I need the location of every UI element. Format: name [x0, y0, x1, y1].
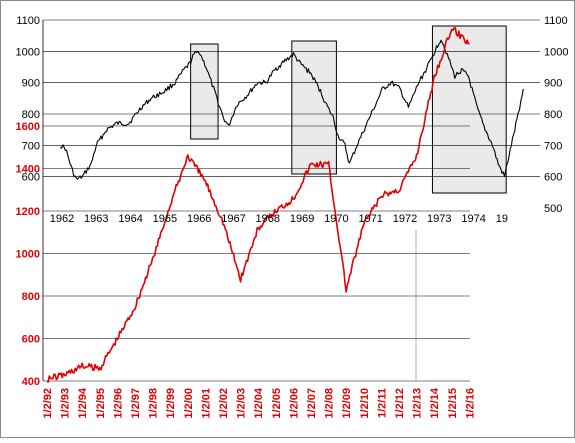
date-label: 1/2/94 [77, 387, 89, 418]
year-label: 1973 [427, 213, 451, 225]
date-label: 1/2/98 [148, 388, 160, 419]
lower-left-tick-label: 1000 [16, 249, 40, 261]
date-label: 1/2/15 [447, 388, 459, 419]
year-label: 19 [496, 213, 508, 225]
gridlines [42, 19, 540, 382]
year-label: 1969 [290, 213, 314, 225]
year-label: 1974 [461, 213, 485, 225]
date-label: 1/2/08 [324, 388, 336, 419]
upper-left-tick-label: 1100 [16, 15, 40, 27]
lower-series-group [46, 27, 470, 383]
lower-left-tick-label: 600 [22, 334, 40, 346]
upper-left-tick-label: 700 [22, 140, 40, 152]
date-label: 1/2/01 [200, 388, 212, 419]
year-label: 1962 [50, 213, 74, 225]
highlight-box [431, 25, 507, 194]
year-label: 1963 [84, 213, 108, 225]
upper-right-tick-label: 800 [544, 109, 562, 121]
upper-left-tick-label: 1000 [16, 46, 40, 58]
lower-left-tick-label: 400 [22, 376, 40, 388]
date-label: 1/2/11 [376, 388, 388, 418]
date-label: 1/2/12 [394, 388, 406, 419]
year-label: 1970 [324, 213, 348, 225]
highlight-box [190, 43, 219, 140]
lower-left-tick-label: 1400 [16, 164, 40, 176]
upper-right-tick-label: 1100 [544, 15, 568, 27]
date-label: 1/2/04 [253, 387, 265, 418]
date-label: 1/2/92 [42, 388, 54, 419]
date-label: 1/2/10 [359, 388, 371, 419]
upper-left-tick-label: 800 [22, 109, 40, 121]
upper-right-tick-label: 1000 [544, 46, 568, 58]
year-labels: 1962 1963 1964 1965 1966 1967 1968 1969 1970 1971… [50, 213, 508, 225]
year-label: 1966 [187, 213, 211, 225]
year-label: 1968 [256, 213, 280, 225]
date-label: 1/2/05 [271, 388, 283, 419]
date-label: 1/2/16 [464, 388, 476, 419]
upper-right-axis-ticks: 1100 1000 900 800 700 600 500 [544, 15, 568, 215]
date-label: 1/2/06 [288, 388, 300, 419]
date-label: 1/2/95 [95, 388, 107, 419]
year-label: 1964 [118, 213, 142, 225]
lower-left-axis-ticks: 1600 1400 1200 1000 800 600 400 [16, 121, 40, 388]
lower-left-tick-label: 800 [22, 291, 40, 303]
upper-left-tick-label: 900 [22, 78, 40, 90]
upper-series-line [59, 39, 524, 180]
upper-right-tick-label: 700 [544, 140, 562, 152]
year-label: 1965 [153, 213, 177, 225]
date-label: 1/2/03 [236, 388, 248, 419]
date-label: 1/2/09 [341, 388, 353, 419]
year-label: 1971 [358, 213, 382, 225]
upper-right-tick-label: 500 [544, 203, 562, 215]
upper-left-tick-label: 600 [22, 172, 40, 184]
lower-left-tick-label: 1600 [16, 121, 40, 133]
lower-series-line [46, 27, 470, 383]
date-label: 1/2/13 [412, 388, 424, 419]
year-label: 1972 [393, 213, 417, 225]
date-label: 1/2/07 [306, 388, 318, 419]
date-label: 1/2/96 [112, 388, 124, 419]
year-label: 1967 [221, 213, 245, 225]
date-label: 1/2/99 [165, 388, 177, 419]
upper-left-axis-ticks: 1100 1000 900 800 700 600 [16, 15, 40, 184]
upper-series-group [59, 39, 524, 180]
upper-right-tick-label: 900 [544, 78, 562, 90]
date-label: 1/2/00 [183, 388, 195, 419]
date-label: 1/2/14 [429, 387, 441, 418]
date-labels: 1/2/92 1/2/93 1/2/94 1/2/95 1/2/96 1/2/97 1/2/… [42, 387, 476, 418]
date-label: 1/2/02 [218, 388, 230, 419]
date-label: 1/2/97 [130, 388, 142, 419]
lower-left-tick-label: 1200 [16, 206, 40, 218]
date-label: 1/2/93 [60, 388, 72, 419]
upper-right-tick-label: 600 [544, 172, 562, 184]
